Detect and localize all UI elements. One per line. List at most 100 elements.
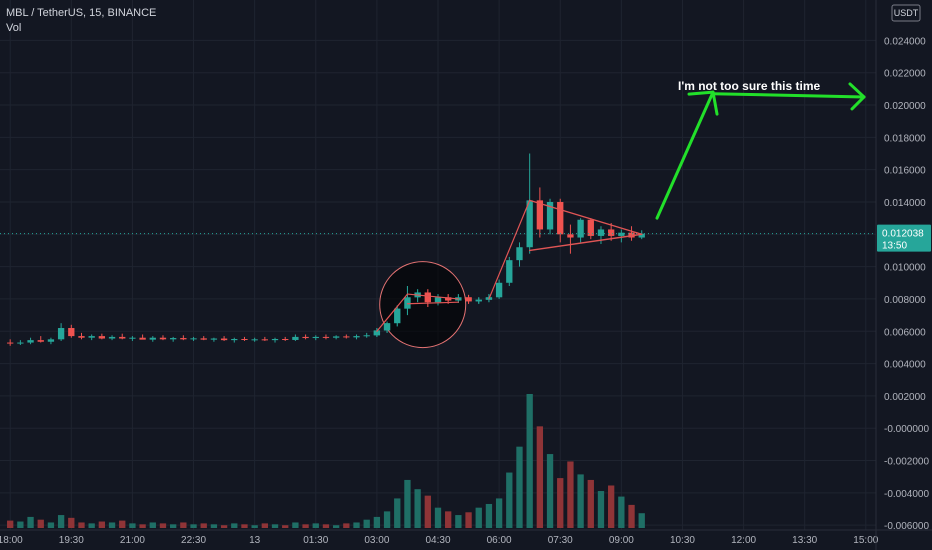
volume-bar bbox=[353, 522, 360, 528]
y-tick-label: 0.020000 bbox=[884, 101, 926, 112]
volume-bar bbox=[159, 523, 167, 528]
volume-bar bbox=[475, 507, 482, 528]
flag-line bbox=[528, 199, 643, 235]
candle-body bbox=[577, 219, 584, 238]
candle-body bbox=[567, 234, 574, 238]
candle-body bbox=[47, 339, 55, 342]
volume-bar bbox=[495, 498, 503, 528]
volume-bar bbox=[506, 472, 513, 528]
price-countdown: 13:50 bbox=[882, 241, 907, 252]
x-tick-label: 22:30 bbox=[181, 535, 206, 546]
candle-body bbox=[587, 219, 594, 236]
volume-bar bbox=[312, 523, 319, 528]
volume-bar bbox=[373, 516, 381, 528]
candle-body bbox=[37, 340, 44, 342]
candle-body bbox=[546, 201, 554, 230]
candle-body bbox=[322, 336, 330, 338]
candle-body bbox=[271, 339, 279, 341]
candle-body bbox=[353, 336, 360, 338]
candle-body bbox=[638, 233, 645, 238]
volume-bar bbox=[220, 525, 228, 528]
trend-line bbox=[376, 293, 409, 332]
candle-body bbox=[98, 336, 106, 339]
volume-bar bbox=[17, 521, 24, 528]
y-tick-label: -0.002000 bbox=[884, 457, 929, 468]
volume-bar bbox=[414, 489, 421, 528]
y-tick-label: 0.006000 bbox=[884, 327, 926, 338]
forecast-arrow-right bbox=[711, 92, 866, 99]
volume-bar bbox=[37, 519, 44, 528]
volume-bar bbox=[170, 524, 177, 528]
volume-bar bbox=[546, 454, 554, 528]
volume-bar bbox=[445, 511, 452, 528]
volume-indicator-label[interactable]: Vol bbox=[6, 22, 22, 34]
y-tick-label: 0.010000 bbox=[884, 263, 926, 274]
volume-bar bbox=[322, 524, 330, 528]
volume-bar bbox=[149, 522, 156, 528]
pennant-line bbox=[406, 301, 459, 305]
x-tick-label: 18:00 bbox=[0, 535, 23, 546]
volume-bar bbox=[251, 525, 258, 528]
last-price-badge bbox=[877, 224, 931, 252]
volume-bar bbox=[597, 491, 605, 528]
arrow-head-icon bbox=[687, 90, 719, 116]
volume-bar bbox=[292, 522, 299, 528]
volume-bar bbox=[88, 523, 95, 528]
volume-bar bbox=[190, 524, 197, 528]
x-tick-label: 07:30 bbox=[548, 535, 573, 546]
candle-body bbox=[159, 337, 167, 340]
pennant-line bbox=[406, 293, 459, 300]
candle-body bbox=[343, 336, 350, 338]
x-tick-label: 01:30 bbox=[303, 535, 328, 546]
volume-bar bbox=[557, 478, 564, 528]
volume-bar bbox=[7, 520, 14, 528]
volume-bar bbox=[394, 498, 401, 528]
x-tick-label: 21:00 bbox=[120, 535, 145, 546]
candle-body bbox=[332, 336, 340, 338]
volume-bar bbox=[119, 520, 126, 528]
volume-bar bbox=[608, 485, 615, 528]
candle-body bbox=[251, 339, 258, 341]
candle-body bbox=[424, 292, 431, 303]
candle-body bbox=[241, 339, 248, 341]
chart-header: MBL / TetherUS, 15, BINANCE Vol bbox=[6, 6, 156, 36]
symbol-title[interactable]: MBL / TetherUS, 15, BINANCE bbox=[6, 7, 157, 19]
volume-bar bbox=[282, 525, 289, 528]
x-tick-label: 19:30 bbox=[59, 535, 84, 546]
volume-bar bbox=[231, 523, 238, 528]
forecast-arrow-up bbox=[655, 90, 715, 220]
candle-body bbox=[434, 297, 442, 303]
volume-bar bbox=[139, 524, 146, 528]
x-tick-label: 15:00 bbox=[853, 535, 878, 546]
volume-bar bbox=[424, 495, 431, 528]
candle-body bbox=[119, 336, 126, 339]
trend-line bbox=[488, 199, 531, 300]
candle-body bbox=[129, 337, 136, 339]
candle-body bbox=[190, 338, 197, 340]
volume-bar bbox=[516, 446, 523, 528]
candle-body bbox=[302, 336, 309, 339]
volume-bar bbox=[332, 525, 340, 528]
volume-bar bbox=[363, 519, 370, 528]
currency-badge bbox=[891, 4, 921, 22]
y-tick-label: -0.004000 bbox=[884, 489, 929, 500]
volume-bar bbox=[628, 504, 635, 528]
arrow-head-icon bbox=[848, 82, 866, 111]
y-tick-label: -0.000000 bbox=[884, 424, 929, 435]
candle-body bbox=[210, 338, 218, 340]
currency-label: USDT bbox=[894, 8, 919, 18]
volume-bar bbox=[68, 517, 75, 528]
volume-bar bbox=[27, 516, 34, 528]
volume-bar bbox=[78, 522, 85, 528]
candle-body bbox=[57, 328, 65, 340]
candle-body bbox=[312, 336, 319, 339]
x-tick-label: 13:30 bbox=[792, 535, 817, 546]
volume-bar bbox=[57, 515, 65, 528]
x-tick-label: 13 bbox=[249, 535, 261, 546]
y-tick-label: -0.006000 bbox=[884, 521, 929, 532]
x-tick-label: 03:00 bbox=[364, 535, 389, 546]
y-tick-label: 0.008000 bbox=[884, 295, 926, 306]
volume-bar bbox=[434, 507, 442, 528]
